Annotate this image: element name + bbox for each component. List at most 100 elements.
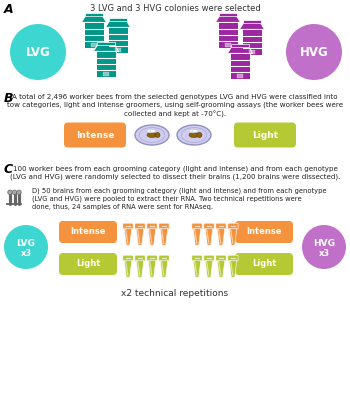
Polygon shape — [160, 260, 168, 277]
Circle shape — [12, 190, 17, 194]
Text: x2 technical repetitions: x2 technical repetitions — [121, 290, 229, 298]
FancyBboxPatch shape — [216, 223, 226, 229]
FancyBboxPatch shape — [96, 52, 116, 77]
Text: B: B — [4, 92, 14, 105]
Text: HVG: HVG — [313, 240, 335, 248]
Text: x3: x3 — [318, 248, 330, 258]
Circle shape — [10, 24, 66, 80]
Text: x3: x3 — [20, 248, 32, 258]
Text: A total of 2,496 worker bees from the selected genotypes LVG and HVG were classi: A total of 2,496 worker bees from the se… — [7, 94, 343, 118]
Polygon shape — [228, 46, 253, 53]
FancyBboxPatch shape — [230, 54, 250, 78]
FancyBboxPatch shape — [228, 255, 238, 261]
Polygon shape — [205, 228, 213, 245]
Polygon shape — [217, 260, 225, 277]
FancyBboxPatch shape — [103, 72, 109, 76]
Ellipse shape — [189, 132, 199, 138]
FancyBboxPatch shape — [85, 13, 103, 16]
Text: 3 LVG and 3 HVG colonies were selected: 3 LVG and 3 HVG colonies were selected — [90, 4, 260, 13]
Text: A: A — [4, 3, 14, 16]
Circle shape — [197, 132, 202, 138]
Ellipse shape — [135, 125, 169, 145]
Text: LVG: LVG — [16, 240, 35, 248]
FancyBboxPatch shape — [97, 42, 115, 45]
Polygon shape — [124, 228, 132, 245]
FancyBboxPatch shape — [216, 255, 226, 261]
FancyBboxPatch shape — [218, 22, 238, 48]
FancyBboxPatch shape — [235, 221, 293, 243]
FancyBboxPatch shape — [84, 22, 104, 48]
FancyBboxPatch shape — [204, 223, 214, 229]
Ellipse shape — [181, 128, 207, 142]
Text: LVG: LVG — [26, 46, 50, 58]
FancyBboxPatch shape — [123, 223, 133, 229]
FancyBboxPatch shape — [59, 253, 117, 275]
Polygon shape — [136, 228, 144, 245]
Ellipse shape — [189, 129, 197, 133]
FancyBboxPatch shape — [123, 255, 133, 261]
Circle shape — [155, 132, 160, 138]
Circle shape — [286, 24, 342, 80]
Polygon shape — [82, 15, 107, 22]
FancyBboxPatch shape — [159, 223, 169, 229]
Text: Intense: Intense — [70, 228, 106, 236]
FancyBboxPatch shape — [135, 255, 145, 261]
Text: Light: Light — [252, 260, 276, 268]
Text: C: C — [4, 163, 13, 176]
FancyBboxPatch shape — [108, 28, 128, 53]
Text: Intense: Intense — [246, 228, 282, 236]
FancyBboxPatch shape — [235, 253, 293, 275]
Polygon shape — [205, 260, 213, 277]
FancyBboxPatch shape — [159, 255, 169, 261]
Text: D) 50 brains from each grooming category (light and intense) and from each genot: D) 50 brains from each grooming category… — [32, 187, 327, 210]
Ellipse shape — [139, 128, 165, 142]
Circle shape — [302, 225, 346, 269]
Text: 100 worker bees from each grooming category (light and intense) and from each ge: 100 worker bees from each grooming categ… — [10, 165, 340, 180]
Polygon shape — [193, 228, 201, 245]
FancyBboxPatch shape — [192, 255, 202, 261]
Ellipse shape — [177, 125, 211, 145]
FancyBboxPatch shape — [237, 74, 243, 78]
Ellipse shape — [150, 130, 156, 132]
FancyBboxPatch shape — [59, 221, 117, 243]
FancyBboxPatch shape — [219, 13, 237, 16]
Circle shape — [17, 190, 21, 194]
FancyBboxPatch shape — [147, 223, 157, 229]
Polygon shape — [124, 260, 132, 277]
FancyBboxPatch shape — [147, 255, 157, 261]
Text: Light: Light — [76, 260, 100, 268]
Polygon shape — [229, 228, 237, 245]
FancyBboxPatch shape — [192, 223, 202, 229]
Polygon shape — [217, 228, 225, 245]
Text: HVG: HVG — [300, 46, 328, 58]
Polygon shape — [229, 260, 237, 277]
Polygon shape — [148, 228, 156, 245]
FancyBboxPatch shape — [243, 20, 261, 23]
Ellipse shape — [147, 132, 157, 138]
Ellipse shape — [192, 130, 198, 132]
FancyBboxPatch shape — [109, 18, 127, 21]
Text: Light: Light — [252, 130, 278, 140]
FancyBboxPatch shape — [91, 43, 97, 47]
Polygon shape — [105, 20, 131, 27]
Polygon shape — [239, 22, 265, 29]
FancyBboxPatch shape — [242, 30, 262, 55]
FancyBboxPatch shape — [204, 255, 214, 261]
FancyBboxPatch shape — [115, 48, 121, 52]
Ellipse shape — [147, 129, 155, 133]
FancyBboxPatch shape — [234, 122, 296, 148]
FancyBboxPatch shape — [64, 122, 126, 148]
Circle shape — [4, 225, 48, 269]
Polygon shape — [93, 44, 119, 51]
FancyBboxPatch shape — [249, 50, 255, 54]
FancyBboxPatch shape — [231, 44, 249, 47]
Polygon shape — [136, 260, 144, 277]
Polygon shape — [160, 228, 168, 245]
Polygon shape — [193, 260, 201, 277]
Text: Intense: Intense — [76, 130, 114, 140]
Polygon shape — [148, 260, 156, 277]
Circle shape — [8, 190, 12, 194]
FancyBboxPatch shape — [228, 223, 238, 229]
FancyBboxPatch shape — [225, 43, 231, 47]
FancyBboxPatch shape — [135, 223, 145, 229]
